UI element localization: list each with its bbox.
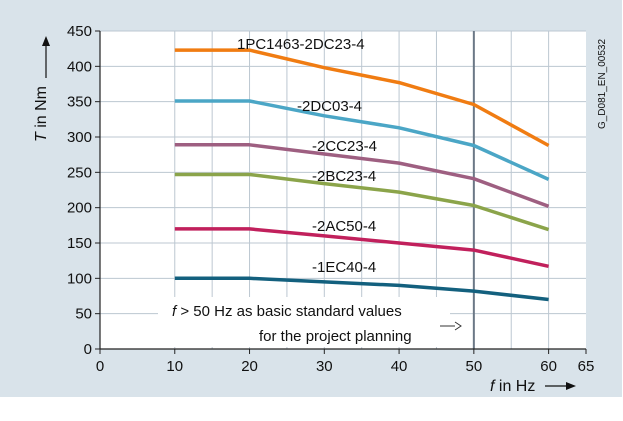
y-tick-label-300: 300 [67,129,92,146]
x-axis-unit: in Hz [494,378,535,395]
y-axis-arrow-head [42,36,50,46]
x-axis-variable: f [490,378,496,395]
series-label-2ac50-4: -2AC50-4 [312,218,376,235]
series-label-2dc03-4: -2DC03-4 [297,98,362,115]
y-tick-label-0: 0 [84,341,92,358]
x-axis-arrow-head [566,382,576,390]
x-tick-label-20: 20 [241,358,258,375]
y-tick-label-100: 100 [67,270,92,287]
x-tick-label-60: 60 [540,358,557,375]
x-tick-label-10: 10 [166,358,183,375]
series-labels: 1PC1463-2DC23-4 -2DC03-4 -2CC23-4 -2BC23… [237,36,377,276]
annotation-line-1-text: > 50 Hz as basic standard values [176,303,402,320]
y-tick-label-150: 150 [67,235,92,252]
series-line-4 [174,227,549,269]
y-tick-label-50: 50 [75,306,92,323]
x-tick-label-65: 65 [578,358,595,375]
y-tick-label-200: 200 [67,200,92,217]
series-layer [174,48,550,302]
torque-frequency-chart: 0 50 100 150 200 250 300 350 400 450 0 10 20 30 40 50 60… [33,23,608,395]
y-tick-label-400: 400 [67,58,92,75]
series-line-0 [174,48,550,148]
chart-panel: 0 50 100 150 200 250 300 350 400 450 0 10 20 30 40 50 60… [0,0,622,397]
series-label-2bc23-4: -2BC23-4 [312,168,376,185]
y-tick-label-450: 450 [67,23,92,40]
y-axis-variable: T [33,131,50,142]
annotation-line-2: for the project planning [259,328,412,345]
y-axis-unit: in Nm [33,86,50,132]
series-label-1ec40-4: -1EC40-4 [312,259,376,276]
x-tick-label-40: 40 [391,358,408,375]
y-tick-label-250: 250 [67,164,92,181]
x-axis-label: f in Hz [490,378,535,395]
annotation-box: f > 50 Hz as basic standard values for t… [158,297,462,347]
annotation-background [158,297,450,347]
axes-layer: 0 50 100 150 200 250 300 350 400 450 0 10 20 30 40 50 60… [67,23,594,375]
series-line-2 [174,143,550,208]
side-id-label: G_D081_EN_00532 [597,39,608,130]
y-axis-label: T in Nm [33,86,50,142]
annotation-line-1: f > 50 Hz as basic standard values [172,303,402,320]
series-line-5 [174,276,549,302]
series-label-2cc23-4: -2CC23-4 [312,138,377,155]
x-tick-label-30: 30 [316,358,333,375]
y-tick-label-350: 350 [67,94,92,111]
series-label-1pc1463-2dc23-4: 1PC1463-2DC23-4 [237,36,365,53]
x-tick-label-0: 0 [96,358,104,375]
x-tick-label-50: 50 [466,358,483,375]
series-line-3 [174,172,550,232]
annotation-f-symbol: f [172,303,178,320]
annotation-arrow-head [454,321,462,331]
series-line-1 [174,99,550,181]
